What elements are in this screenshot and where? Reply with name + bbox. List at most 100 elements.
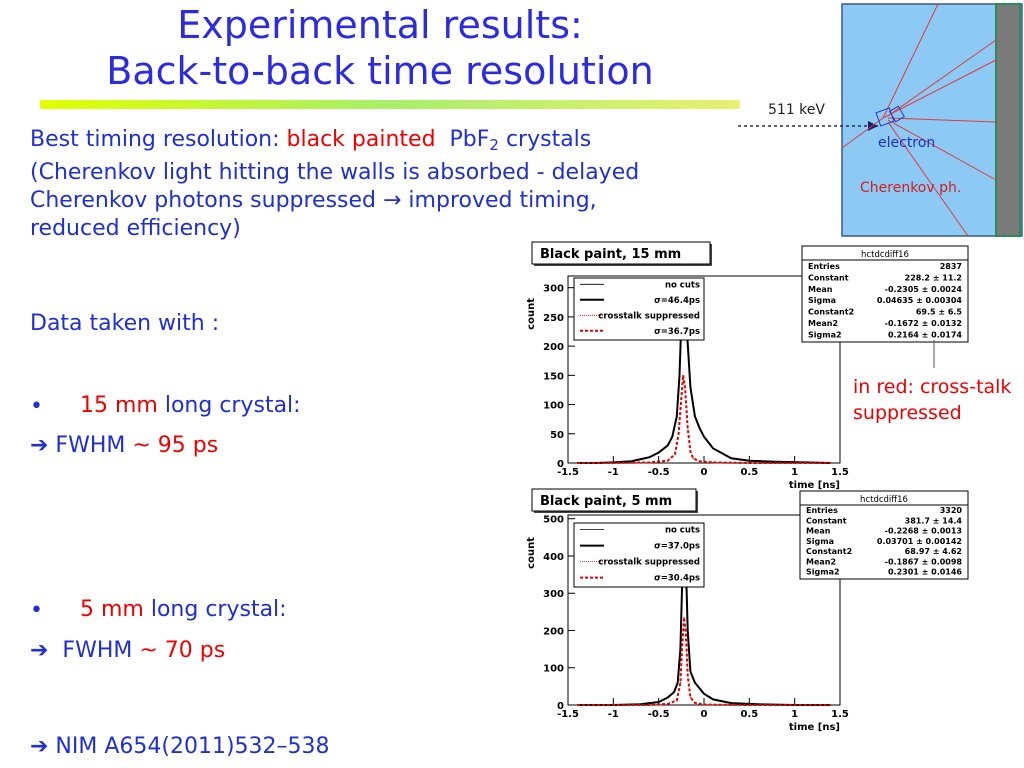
data-point — [698, 687, 701, 689]
stats-frame — [801, 245, 969, 343]
bullet-1-highlight: 15 mm — [80, 393, 158, 418]
title-underline — [40, 100, 740, 109]
x-tick-label: -0.5 — [648, 709, 670, 720]
data-point — [612, 462, 614, 464]
data-point — [677, 682, 679, 684]
legend-entry: no cuts — [665, 526, 700, 536]
legend-entry: σ=36.7ps — [654, 327, 700, 337]
stats-value: -0.1867 ± 0.0098 — [885, 557, 963, 566]
stats-value: 68.97 ± 4.62 — [905, 547, 962, 556]
legend-entry: σ=30.4ps — [654, 574, 700, 584]
x-tick-label: -1 — [608, 467, 619, 478]
data-point — [685, 633, 687, 635]
histogram-5mm: Black paint, 5 mm 0 100 200 300 400 500 -1.5 -1 -… — [526, 488, 849, 733]
bullet-2-symbol: • — [30, 598, 43, 623]
red-note-line-2: suppressed — [853, 402, 962, 424]
chart-title-box — [531, 488, 697, 512]
data-point — [681, 644, 683, 646]
data-point — [667, 703, 669, 705]
stats-box-5mm: hctdcdiff16 Entries 3320 Constant 381.7 ± 14… — [799, 490, 969, 580]
stats-key: Entries — [808, 262, 840, 271]
intro-line-3: Cherenkov photons suppressed → improved … — [30, 188, 597, 213]
data-point — [712, 461, 714, 464]
stats-key: Mean2 — [808, 319, 838, 328]
data-point — [649, 704, 651, 706]
data-point — [674, 453, 676, 455]
stats-key: Constant — [806, 516, 847, 525]
stats-value: -0.2268 ± 0.0013 — [885, 527, 962, 536]
fwhm-2: ➔ FWHM ~ 70 ps — [30, 637, 225, 665]
x-tick-label: 1 — [791, 709, 798, 720]
data-point — [687, 629, 689, 632]
data-point — [679, 682, 682, 684]
stats-name: hctdcdiff16 — [860, 495, 908, 505]
data-point — [639, 703, 642, 705]
data-point — [689, 670, 691, 673]
stats-box-15mm: hctdcdiff16 Entries 2837 Constant 228.2 ± 11… — [801, 245, 969, 343]
legend-box — [573, 522, 705, 588]
crystal-diagram: 511 keV electron Cherenkov ph. — [738, 3, 1023, 237]
legend-entry: σ=37.0ps — [654, 542, 700, 552]
data-point — [748, 460, 750, 462]
stats-value: 3320 — [940, 506, 963, 515]
stats-key: Sigma2 — [808, 330, 842, 339]
data-point — [658, 701, 660, 703]
title-line-1: Experimental results: — [177, 3, 583, 47]
x-tick-label: 0 — [701, 467, 708, 478]
data-point — [748, 704, 750, 706]
stats-key: Constant2 — [806, 547, 852, 556]
data-point — [649, 461, 651, 464]
stats-key: Constant2 — [808, 308, 854, 317]
data-point — [712, 698, 714, 701]
data-point — [698, 460, 701, 462]
x-tick-label: 1 — [791, 467, 798, 478]
data-point — [703, 704, 705, 706]
intro-highlight: black painted — [286, 127, 436, 152]
y-tick-label: 200 — [543, 626, 564, 637]
data-point — [694, 702, 696, 704]
y-tick-label: 400 — [543, 552, 564, 563]
y-tick-label: 300 — [543, 284, 564, 295]
stats-value: 2837 — [940, 262, 962, 271]
y-axis-label: count — [526, 537, 537, 569]
data-point — [667, 696, 669, 699]
reference-arrow-icon: ➔ — [30, 734, 49, 759]
electron-label: electron — [878, 135, 935, 151]
stats-value: 69.5 ± 6.5 — [916, 308, 963, 317]
bullet-1: 15 mm long crystal: — [80, 392, 301, 420]
stats-value: 0.04635 ± 0.00304 — [877, 296, 963, 305]
data-point — [703, 693, 705, 695]
series-line-crosstalk-suppressed — [577, 375, 831, 464]
stats-key: Sigma — [808, 296, 836, 305]
y-tick-label: 0 — [557, 459, 564, 470]
x-tick-label: -0.5 — [648, 467, 670, 478]
data-point — [676, 415, 678, 417]
arrow-head-icon — [868, 121, 878, 131]
y-tick-label: 100 — [543, 401, 564, 412]
red-note: in red: cross-talk suppressed — [853, 374, 1011, 426]
y-tick-label: 150 — [543, 371, 564, 382]
red-note-line-1: in red: cross-talk — [853, 376, 1012, 398]
x-tick-label: 1.5 — [831, 709, 849, 720]
bullet-2-text: long crystal: — [143, 597, 287, 622]
x-tick-label: 1.5 — [831, 467, 849, 478]
legend-box — [573, 277, 705, 341]
callout-line — [933, 340, 935, 368]
stats-key: Mean2 — [806, 557, 836, 566]
y-axis-label: count — [526, 298, 537, 330]
chart-title: Black paint, 5 mm — [540, 494, 672, 509]
bullet-2-highlight: 5 mm — [80, 597, 144, 622]
energy-label: 511 keV — [768, 102, 825, 118]
data-point — [698, 427, 701, 429]
stats-key: Entries — [806, 506, 838, 515]
reference-text: NIM A654(2011)532–538 — [48, 734, 330, 759]
data-point — [667, 460, 669, 462]
stats-frame — [799, 490, 969, 580]
x-tick-label: 0.5 — [740, 709, 758, 720]
x-tick-label: -1 — [608, 709, 619, 720]
data-point — [748, 462, 750, 464]
data-point — [730, 702, 732, 704]
legend-entry: σ=46.4ps — [654, 296, 700, 306]
legend-entry: crosstalk suppressed — [598, 558, 700, 568]
stats-value: 0.2301 ± 0.0146 — [888, 568, 962, 577]
